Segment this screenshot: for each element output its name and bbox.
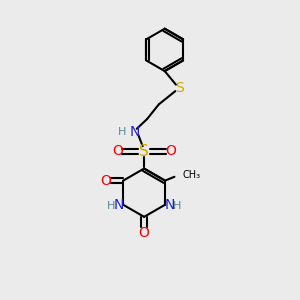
Text: S: S — [175, 81, 184, 95]
Text: N: N — [114, 198, 124, 212]
Text: H: H — [173, 201, 182, 211]
Text: O: O — [165, 145, 176, 158]
Text: CH₃: CH₃ — [183, 170, 201, 180]
Text: O: O — [112, 145, 123, 158]
Text: H: H — [118, 127, 126, 137]
Text: O: O — [139, 226, 149, 240]
Text: H: H — [106, 201, 115, 211]
Text: O: O — [100, 174, 111, 188]
Text: N: N — [129, 125, 140, 139]
Text: S: S — [139, 144, 149, 159]
Text: N: N — [164, 198, 175, 212]
